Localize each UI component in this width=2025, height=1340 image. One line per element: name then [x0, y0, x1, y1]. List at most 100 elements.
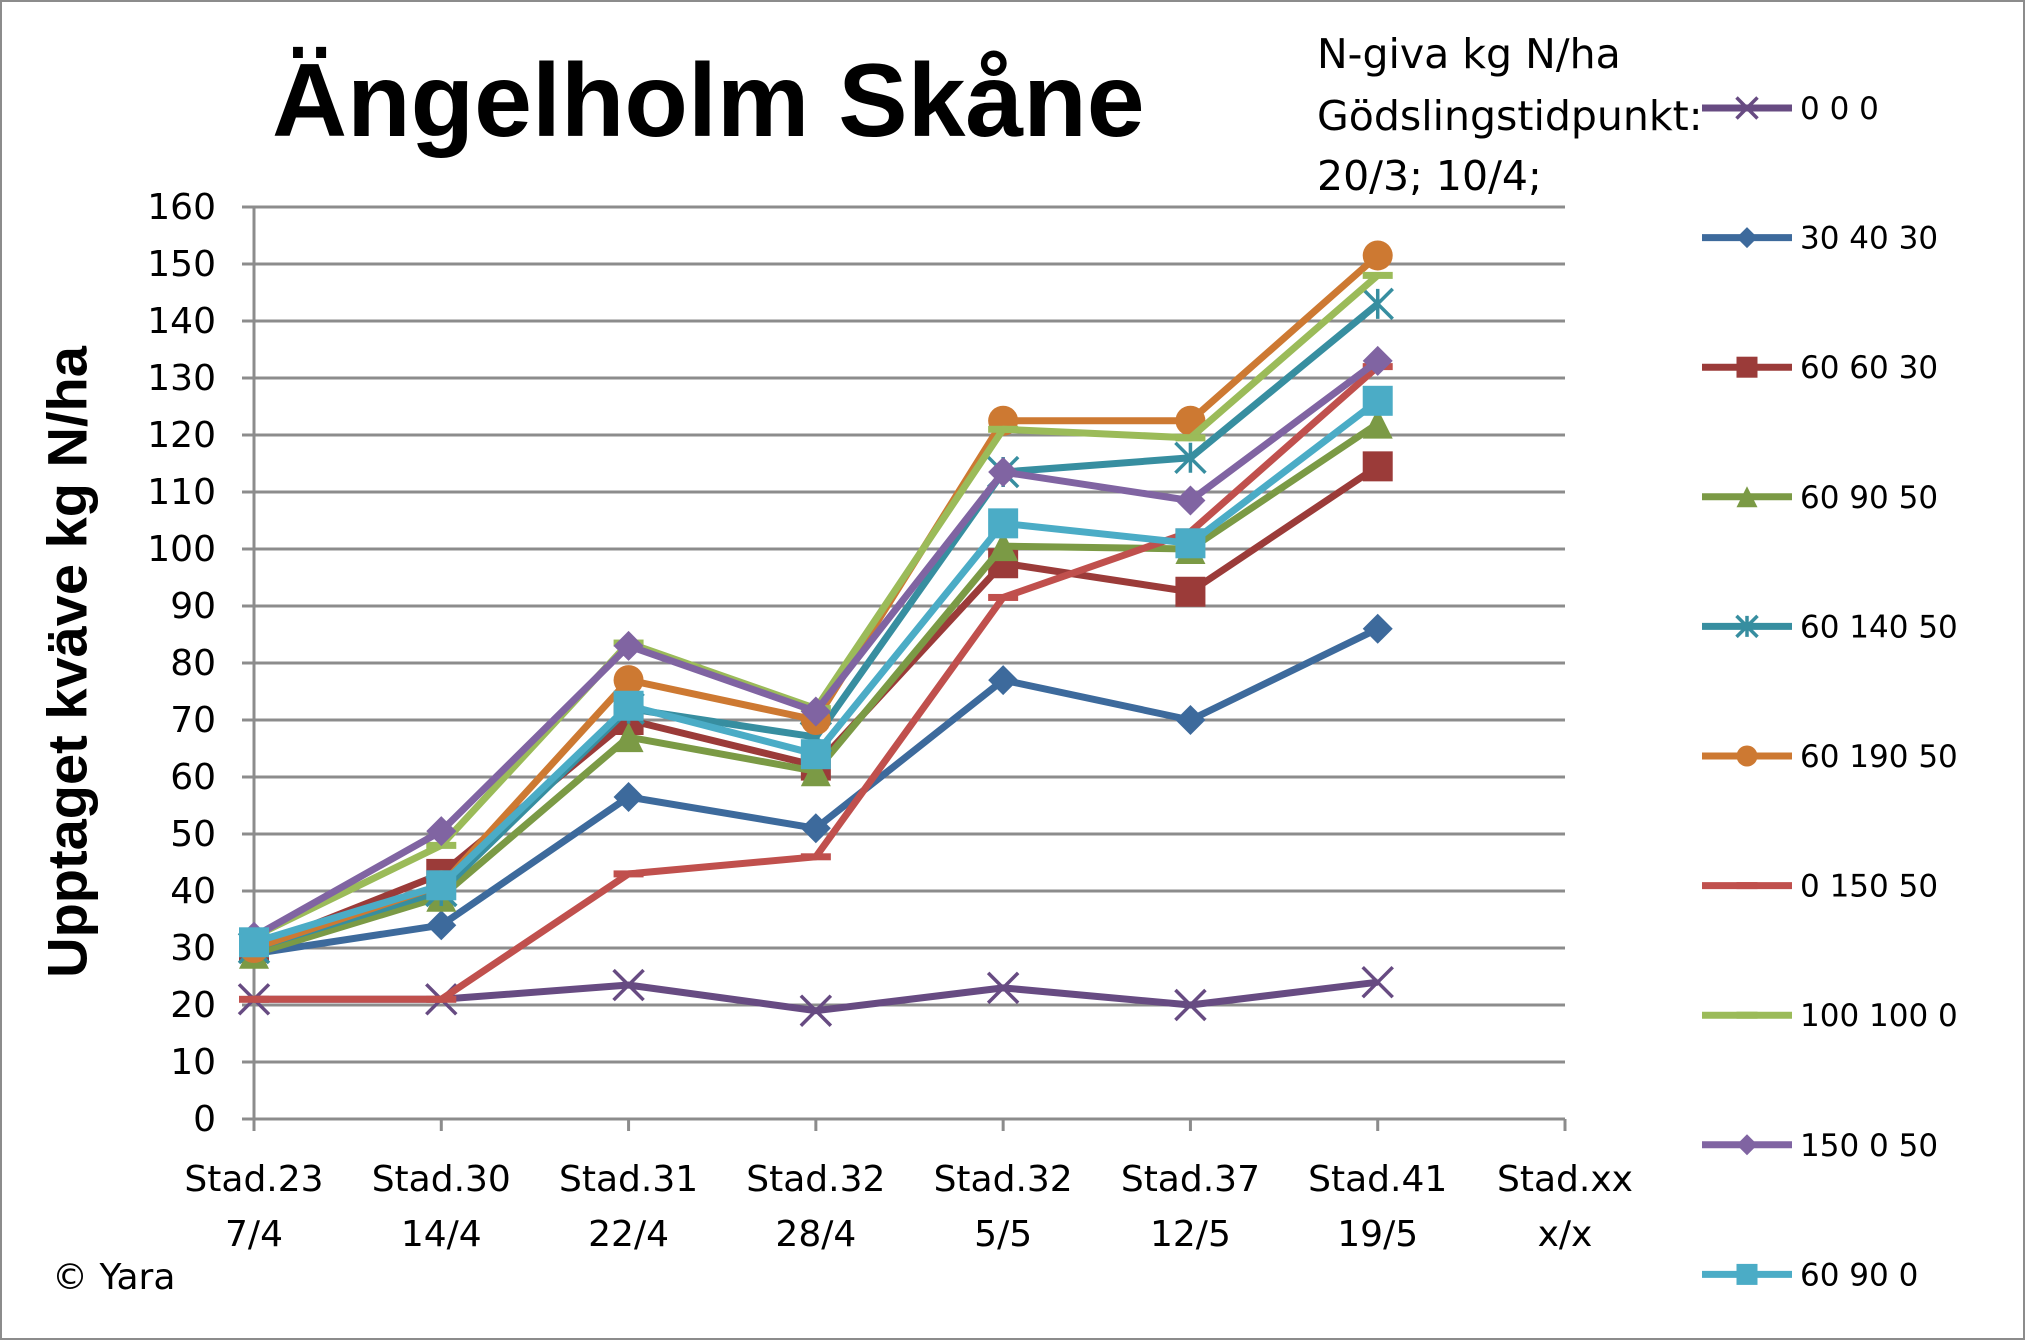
- marker-diamond: [613, 781, 644, 812]
- legend-item: 30 40 30: [1702, 221, 1938, 257]
- marker-diamond: [613, 630, 644, 661]
- legend-label: 60 140 50: [1800, 609, 1958, 645]
- marker-star: [1361, 287, 1394, 321]
- marker-dash: [613, 870, 644, 878]
- marker-x: [1174, 988, 1207, 1022]
- x-tick-label: x/x: [1538, 1214, 1593, 1255]
- marker-dash: [1736, 882, 1758, 890]
- marker-x: [1361, 965, 1394, 999]
- x-tick-label: 14/4: [401, 1214, 482, 1255]
- marker-triangle: [1362, 408, 1393, 439]
- y-tick-label: 110: [147, 472, 216, 513]
- x-tick-label: 12/5: [1150, 1214, 1231, 1255]
- marker-diamond: [988, 665, 1019, 696]
- marker-triangle: [1736, 486, 1758, 508]
- marker-square: [426, 870, 457, 901]
- y-tick-label: 30: [170, 928, 216, 969]
- legend-label: 60 90 50: [1800, 480, 1938, 516]
- legend-label: 150 0 50: [1800, 1128, 1938, 1164]
- legend-label: 60 90 0: [1800, 1257, 1918, 1293]
- legend-label: 0 0 0: [1800, 91, 1879, 127]
- marker-triangle: [988, 531, 1019, 562]
- marker-dash: [800, 853, 831, 861]
- marker-diamond: [1736, 227, 1758, 249]
- x-tick-label: 7/4: [225, 1214, 283, 1255]
- x-tick-label: Stad.37: [1121, 1159, 1260, 1200]
- marker-dash: [1362, 271, 1393, 279]
- marker-diamond: [1736, 1134, 1758, 1156]
- x-tick-label: 5/5: [974, 1214, 1032, 1255]
- legend-label: 60 190 50: [1800, 739, 1958, 775]
- series-line: [252, 398, 1380, 946]
- x-tick-label: Stad.23: [184, 1159, 323, 1200]
- series-line: [252, 358, 1380, 940]
- marker-dash: [1736, 1011, 1758, 1019]
- series-60-90-0: [239, 385, 1393, 958]
- marker-diamond: [1175, 705, 1206, 735]
- marker-x: [986, 971, 1020, 1005]
- header-line-3: 20/3; 10/4;: [1317, 152, 1542, 200]
- marker-diamond: [800, 813, 831, 844]
- legend-label: 30 40 30: [1800, 221, 1938, 257]
- legend-label: 60 60 30: [1800, 350, 1938, 386]
- y-tick-label: 140: [147, 301, 216, 342]
- y-tick-label: 50: [170, 814, 216, 855]
- marker-diamond: [1175, 485, 1206, 516]
- marker-star: [1174, 441, 1207, 475]
- legend-label: 100 100 0: [1800, 998, 1958, 1034]
- legend-item: 150 0 50: [1702, 1128, 1938, 1164]
- y-tick-label: 100: [147, 529, 216, 570]
- series-30-40-30: [239, 613, 1393, 969]
- y-tick-label: 90: [170, 586, 216, 627]
- legend-item: 60 140 50: [1702, 609, 1958, 645]
- marker-square: [239, 927, 269, 958]
- marker-diamond: [426, 816, 457, 847]
- marker-square: [988, 508, 1019, 539]
- marker-x: [612, 968, 645, 1002]
- legend-item: 60 90 50: [1702, 480, 1938, 516]
- marker-diamond: [988, 457, 1019, 488]
- marker-square: [1736, 356, 1758, 378]
- y-axis-label: Upptaget kväve kg N/ha: [35, 346, 99, 978]
- y-tick-label: 20: [170, 985, 216, 1026]
- marker-diamond: [1362, 345, 1393, 376]
- x-tick-label: 19/5: [1337, 1214, 1418, 1255]
- copyright: © Yara: [52, 1257, 176, 1298]
- x-tick-label: Stad.31: [559, 1159, 698, 1200]
- y-tick-label: 120: [147, 415, 216, 456]
- y-tick-label: 60: [170, 757, 216, 798]
- x-tick-label: Stad.32: [746, 1159, 885, 1200]
- x-tick-label: Stad.41: [1308, 1159, 1447, 1200]
- marker-triangle: [613, 722, 644, 753]
- marker-square: [613, 690, 644, 721]
- marker-diamond: [800, 696, 831, 727]
- x-tick-label: Stad.30: [372, 1159, 511, 1200]
- y-tick-label: 130: [147, 358, 216, 399]
- y-tick-label: 10: [170, 1042, 216, 1083]
- marker-dash: [988, 425, 1019, 433]
- marker-square: [1736, 1263, 1758, 1285]
- legend-item: 60 90 0: [1702, 1257, 1918, 1293]
- marker-dash: [426, 995, 457, 1003]
- legend-label: 0 150 50: [1800, 869, 1938, 905]
- legend-item: 0 0 0: [1702, 91, 1879, 127]
- header-line-2: Gödslingstidpunkt:: [1317, 92, 1703, 140]
- marker-circle: [613, 665, 644, 696]
- marker-square: [1175, 576, 1206, 607]
- y-tick-label: 150: [147, 244, 216, 285]
- marker-square: [1362, 451, 1393, 482]
- legend-item: 0 150 50: [1702, 869, 1938, 905]
- marker-dash: [239, 995, 269, 1003]
- x-tick-label: Stad.32: [934, 1159, 1073, 1200]
- legend-item: 60 60 30: [1702, 350, 1938, 386]
- marker-dash: [1175, 434, 1206, 442]
- marker-circle: [1736, 745, 1758, 767]
- x-tick-label: 28/4: [775, 1214, 856, 1255]
- marker-triangle: [800, 756, 831, 787]
- marker-square: [800, 739, 831, 770]
- legend-item: 100 100 0: [1702, 998, 1958, 1034]
- y-tick-label: 80: [170, 643, 216, 684]
- y-tick-label: 0: [193, 1099, 216, 1140]
- marker-x: [1735, 96, 1759, 120]
- marker-diamond: [426, 910, 457, 941]
